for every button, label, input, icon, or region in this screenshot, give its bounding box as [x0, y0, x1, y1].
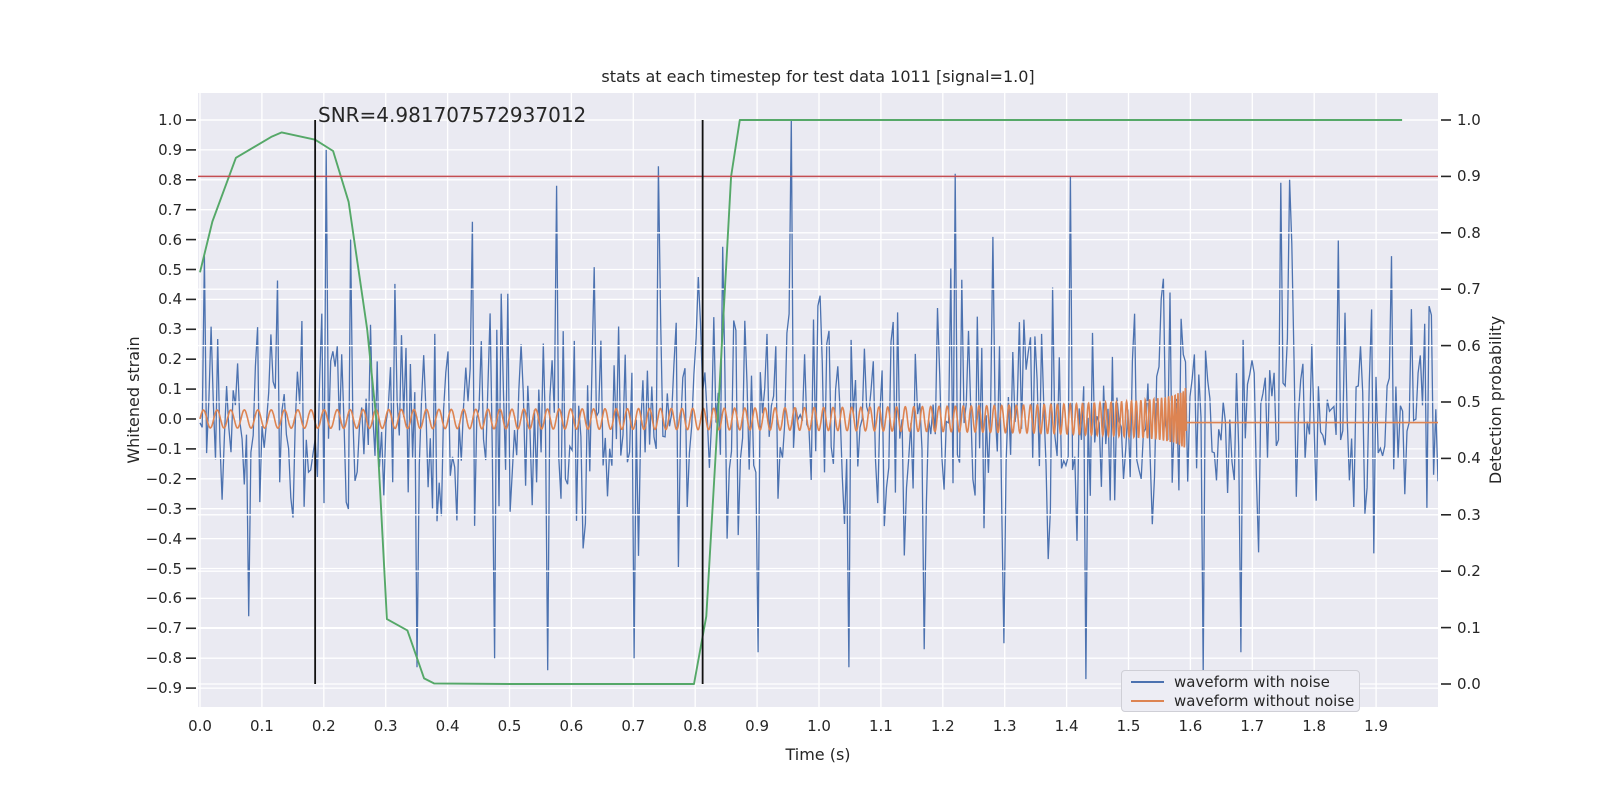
chart-title: stats at each timestep for test data 101…: [601, 67, 1035, 86]
left-y-tick-label: −0.9: [145, 679, 182, 698]
x-tick-label: 0.7: [621, 717, 646, 735]
right-y-tick-label: 0.9: [1457, 167, 1481, 186]
right-y-tick-label: 0.4: [1457, 449, 1481, 468]
x-tick-label: 0.9: [745, 717, 770, 735]
gridlines-primary: [198, 93, 1438, 707]
x-tick-label: 1.5: [1116, 717, 1141, 735]
x-tick-label: 0.0: [188, 717, 212, 735]
legend: waveform with noise waveform without noi…: [1121, 670, 1360, 712]
noise-waveform-line: [199, 119, 1438, 680]
left-y-tick-label: 0.2: [158, 350, 182, 369]
right-y-tick-label: 0.3: [1457, 505, 1481, 524]
left-y-tick-label: 0.0: [158, 410, 182, 428]
left-y-tick-label: 1.0: [158, 111, 182, 129]
left-y-tick-label: 0.1: [158, 380, 182, 399]
x-tick-label: 1.0: [807, 717, 831, 735]
legend-line-noise-waveform: [1131, 680, 1164, 683]
left-y-tick-label: −0.5: [145, 559, 182, 578]
left-y-tick-label: −0.7: [145, 619, 182, 638]
legend-line-clean-waveform: [1131, 699, 1164, 702]
x-tick-label: 1.8: [1302, 717, 1327, 735]
legend-item-noise: waveform with noise: [1122, 672, 1359, 691]
right-y-tick-label: 0.2: [1457, 562, 1481, 581]
legend-label-noise-waveform: waveform with noise: [1174, 672, 1330, 691]
clean-waveform-line: [199, 387, 1438, 448]
x-tick-label: 1.9: [1364, 717, 1389, 735]
x-tick-label: 1.3: [992, 717, 1017, 735]
x-tick-label: 1.1: [868, 717, 893, 735]
left-y-tick-label: 0.7: [158, 200, 182, 219]
left-y-tick-label: 0.5: [158, 260, 182, 279]
left-y-tick-label: 0.8: [158, 170, 182, 189]
left-y-tick-label: −0.2: [145, 469, 182, 488]
left-y-tick-label: −0.6: [145, 589, 182, 608]
left-y-tick-label: −0.3: [145, 499, 182, 518]
left-y-tick-label: 0.3: [158, 320, 182, 339]
x-tick-label: 0.3: [373, 717, 398, 735]
right-y-tick-label: 1.0: [1457, 111, 1481, 129]
x-tick-label: 1.6: [1178, 717, 1203, 735]
x-axis-label: Time (s): [785, 745, 851, 764]
tick-marks: [186, 119, 1451, 689]
left-y-tick-label: −0.8: [145, 649, 182, 668]
x-tick-label: 0.2: [311, 717, 336, 735]
right-y-tick-label: 0.8: [1457, 223, 1481, 242]
right-y-tick-label: 0.0: [1457, 675, 1481, 693]
detection-probability-line: [199, 119, 1403, 685]
legend-label-clean-waveform: waveform without noise: [1174, 691, 1355, 710]
x-tick-label: 0.8: [683, 717, 708, 735]
snr-annotation: SNR=4.981707572937012: [318, 103, 587, 127]
left-y-tick-label: −0.1: [145, 439, 182, 458]
left-y-tick-label: 0.6: [158, 230, 182, 249]
x-tick-label: 0.5: [497, 717, 522, 735]
x-tick-label: 0.1: [249, 717, 274, 735]
left-y-tick-label: −0.4: [145, 529, 182, 548]
right-y-tick-label: 0.5: [1457, 393, 1481, 411]
x-tick-label: 1.7: [1240, 717, 1265, 735]
x-tick-label: 1.4: [1054, 717, 1079, 735]
x-tick-label: 0.4: [435, 717, 460, 735]
right-y-tick-label: 0.1: [1457, 618, 1481, 637]
left-y-tick-label: 0.4: [158, 290, 182, 309]
left-y-tick-label: 0.9: [158, 140, 182, 159]
legend-item-clean: waveform without noise: [1122, 691, 1359, 710]
x-tick-label: 0.6: [559, 717, 584, 735]
x-tick-label: 1.2: [930, 717, 955, 735]
right-y-tick-label: 0.6: [1457, 336, 1481, 355]
right-y-tick-label: 0.7: [1457, 280, 1481, 299]
